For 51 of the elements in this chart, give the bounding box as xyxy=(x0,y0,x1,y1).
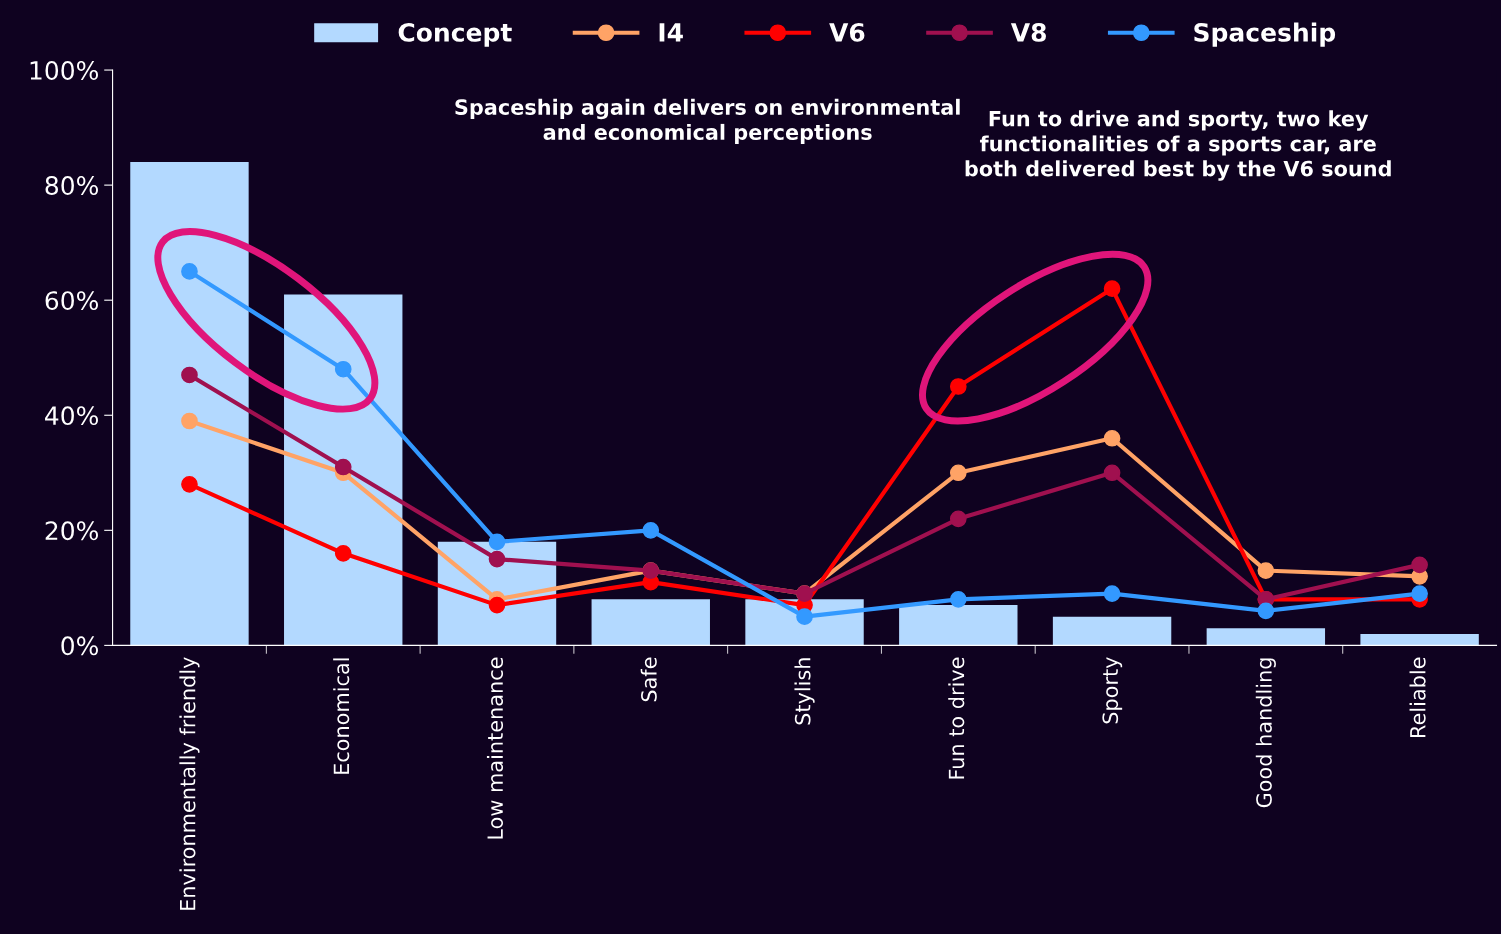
legend-label: Concept xyxy=(398,22,512,47)
bar xyxy=(1206,628,1326,646)
point xyxy=(949,464,967,482)
x-tick-label: Stylish xyxy=(794,658,815,725)
x-tick-label: Low maintenance xyxy=(486,657,504,839)
point xyxy=(1257,602,1275,620)
point xyxy=(488,596,506,614)
point xyxy=(1411,585,1428,602)
point xyxy=(334,360,352,378)
point xyxy=(949,510,967,528)
point xyxy=(1103,464,1121,482)
point xyxy=(181,263,198,280)
point xyxy=(1257,562,1275,579)
point xyxy=(1411,556,1428,574)
bar xyxy=(1052,616,1172,646)
point xyxy=(1103,585,1121,602)
x-tick-label: Economical xyxy=(333,658,350,774)
point xyxy=(1103,280,1121,298)
x-tick-label: Good handling xyxy=(1255,658,1276,808)
annotation: Fun to drive and sporty, two key functionalities of a sports car, are both delivered best by the V6 sound xyxy=(965,110,1391,181)
y-tick-label: 80% xyxy=(45,176,98,195)
point xyxy=(642,521,660,539)
point xyxy=(334,458,352,476)
legend-label: Spaceship xyxy=(1194,22,1336,47)
point xyxy=(949,591,967,608)
x-tick-label: Safe xyxy=(640,657,657,702)
point xyxy=(181,366,198,384)
y-tick-label: 40% xyxy=(45,406,98,426)
x-tick-label: Sporty xyxy=(1102,657,1123,724)
point xyxy=(949,378,967,395)
bar xyxy=(1360,633,1479,646)
legend-label: V8 xyxy=(1010,22,1046,42)
bar xyxy=(591,599,710,646)
annotation: Spaceship again delivers on environmental and economical perceptions xyxy=(455,98,960,145)
bar xyxy=(899,605,1018,646)
legend-label: V6 xyxy=(829,22,865,42)
point xyxy=(181,412,198,430)
legend-label: I4 xyxy=(659,23,683,42)
x-tick-label: Environmentally friendly xyxy=(179,657,200,910)
point xyxy=(1103,429,1121,447)
point xyxy=(181,475,198,493)
point xyxy=(796,608,813,625)
y-tick-label: 60% xyxy=(45,291,98,311)
x-tick-label: Reliable xyxy=(1409,657,1426,737)
y-tick-label: 20% xyxy=(45,521,98,541)
x-tick-label: Fun to drive xyxy=(948,657,965,779)
y-tick-label: 100% xyxy=(30,60,98,80)
point xyxy=(488,550,506,568)
y-tick-label: 0% xyxy=(61,636,98,656)
point xyxy=(488,533,506,551)
point xyxy=(334,545,352,562)
